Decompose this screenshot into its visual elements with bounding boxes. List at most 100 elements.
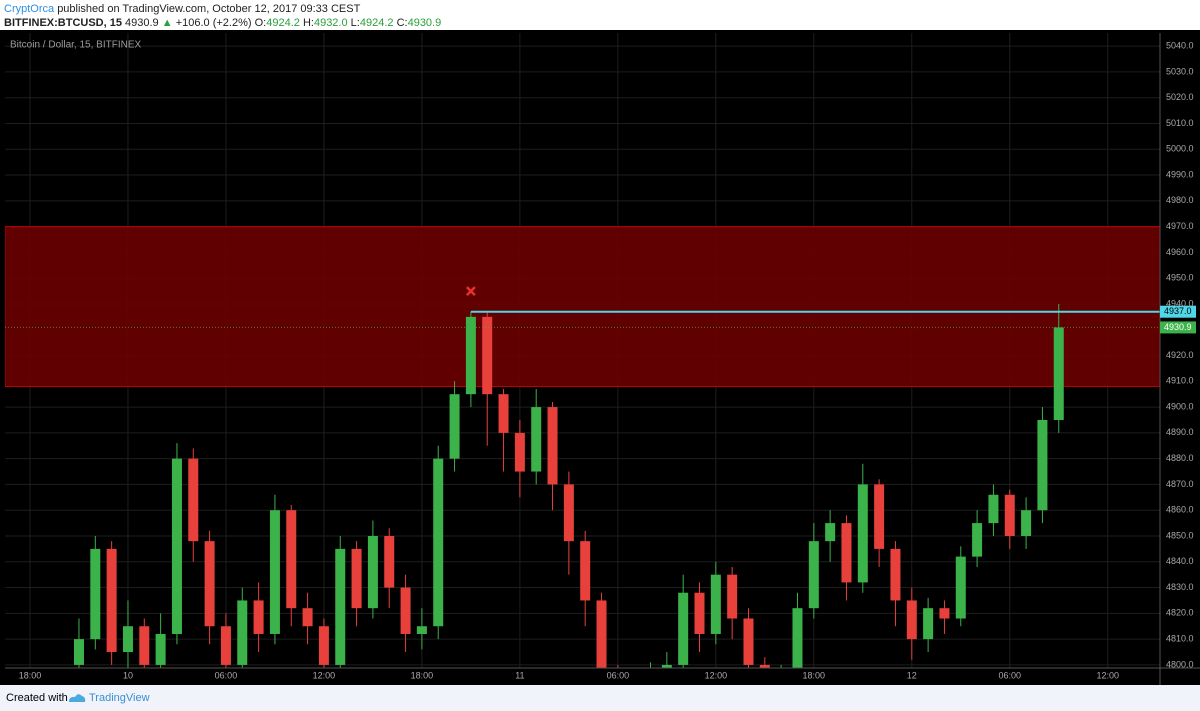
c-label: C:: [396, 17, 408, 29]
o: 4924.2: [266, 17, 300, 29]
y-tick-label: 4960.0: [1166, 247, 1194, 257]
candle-body: [580, 541, 591, 601]
l: 4924.2: [359, 17, 394, 29]
y-tick-label: 4810.0: [1166, 633, 1194, 643]
candle-body: [237, 600, 248, 665]
price-tag-label: 4937.0: [1164, 306, 1192, 316]
price-tag: [1160, 321, 1196, 334]
x-marker: [466, 286, 476, 296]
candle-body: [841, 523, 852, 583]
change: +106.0 (+2.2%): [175, 17, 252, 29]
candle-body: [482, 316, 493, 395]
published: published on TradingView.com, October 12…: [57, 3, 361, 15]
candle-body: [874, 484, 885, 549]
resistance-zone: [5, 226, 1160, 387]
candle-body: [106, 548, 117, 653]
candle-body: [939, 608, 950, 619]
footer: Created with TradingView: [0, 685, 1200, 711]
o-label: O:: [254, 17, 267, 29]
candle-body: [906, 600, 917, 640]
y-tick-label: 4850.0: [1166, 530, 1194, 540]
candle-body: [759, 664, 770, 668]
candle-body: [1037, 419, 1048, 511]
y-tick-label: 4860.0: [1166, 505, 1194, 515]
x-tick-label: 12: [907, 670, 917, 680]
candle-body: [988, 494, 999, 524]
header: CryptOrca published on TradingView.com, …: [4, 2, 441, 30]
price-tag-label: 4930.9: [1164, 322, 1192, 332]
candle-body: [204, 541, 215, 627]
candle-body: [596, 600, 607, 668]
candle-body: [318, 626, 329, 665]
y-tick-label: 4910.0: [1166, 376, 1194, 386]
candle-body: [122, 626, 133, 653]
candle-body: [972, 523, 983, 557]
symbol: BITFINEX:BTCUSD, 15: [4, 17, 122, 29]
x-tick-label: 10: [123, 670, 133, 680]
author[interactable]: CryptOrca: [4, 3, 55, 15]
candle-body: [498, 394, 509, 433]
candle-body: [220, 626, 231, 665]
candle-body: [678, 592, 689, 665]
y-tick-label: 4820.0: [1166, 608, 1194, 618]
candle-body: [73, 639, 84, 665]
y-tick-label: 4990.0: [1166, 169, 1194, 179]
candle-body: [661, 664, 672, 668]
candle-body: [139, 626, 150, 665]
y-tick-label: 4880.0: [1166, 453, 1194, 463]
candle-body: [155, 633, 166, 665]
x-tick-label: 12:00: [1096, 670, 1119, 680]
x-tick-label: 12:00: [313, 670, 336, 680]
candle-body: [433, 458, 444, 627]
y-tick-label: 5020.0: [1166, 92, 1194, 102]
c: 4930.9: [407, 17, 442, 29]
candle-body: [449, 394, 460, 459]
candle-body: [400, 587, 411, 634]
y-tick-label: 4980.0: [1166, 195, 1194, 205]
candle-body: [743, 618, 754, 665]
candle-body: [253, 600, 264, 634]
candle-body: [384, 535, 395, 588]
candle-body: [792, 608, 803, 668]
candle-body: [351, 548, 362, 609]
candle-body: [302, 608, 313, 627]
x-tick-label: 12:00: [705, 670, 728, 680]
candle-body: [171, 458, 182, 634]
l-label: L:: [350, 17, 360, 29]
candle-body: [808, 541, 819, 609]
candle-body: [416, 626, 427, 634]
candle-body: [514, 432, 525, 472]
x-tick-label: 18:00: [19, 670, 42, 680]
candle-body: [188, 458, 199, 542]
x-tick-label: 06:00: [607, 670, 630, 680]
candle-body: [286, 510, 297, 609]
x-tick-label: 06:00: [215, 670, 238, 680]
candle-body: [1021, 510, 1032, 536]
x-tick-label: 18:00: [411, 670, 434, 680]
brand[interactable]: TradingView: [89, 692, 150, 704]
candle-body: [1053, 327, 1064, 420]
candle-body: [1004, 494, 1015, 536]
candle-body: [890, 548, 901, 601]
y-tick-label: 4970.0: [1166, 221, 1194, 231]
arrow: ▲: [161, 17, 173, 29]
y-tick-label: 5000.0: [1166, 144, 1194, 154]
candle-body: [367, 535, 378, 609]
x-tick-label: 11: [515, 670, 524, 680]
y-tick-label: 4920.0: [1166, 350, 1194, 360]
candle-body: [923, 608, 934, 640]
candle-body: [335, 548, 346, 665]
y-tick-label: 5030.0: [1166, 66, 1194, 76]
candle-body: [825, 523, 836, 542]
x-tick-label: 06:00: [999, 670, 1022, 680]
y-tick-label: 4940.0: [1166, 298, 1194, 308]
y-tick-label: 5040.0: [1166, 41, 1194, 51]
y-tick-label: 4900.0: [1166, 401, 1194, 411]
candle-body: [694, 592, 705, 634]
x-tick-label: 18:00: [803, 670, 826, 680]
price: 4930.9: [125, 17, 159, 29]
price-tag: [1160, 305, 1196, 318]
y-tick-label: 4870.0: [1166, 479, 1194, 489]
y-tick-label: 5010.0: [1166, 118, 1194, 128]
candle-body: [90, 548, 101, 640]
